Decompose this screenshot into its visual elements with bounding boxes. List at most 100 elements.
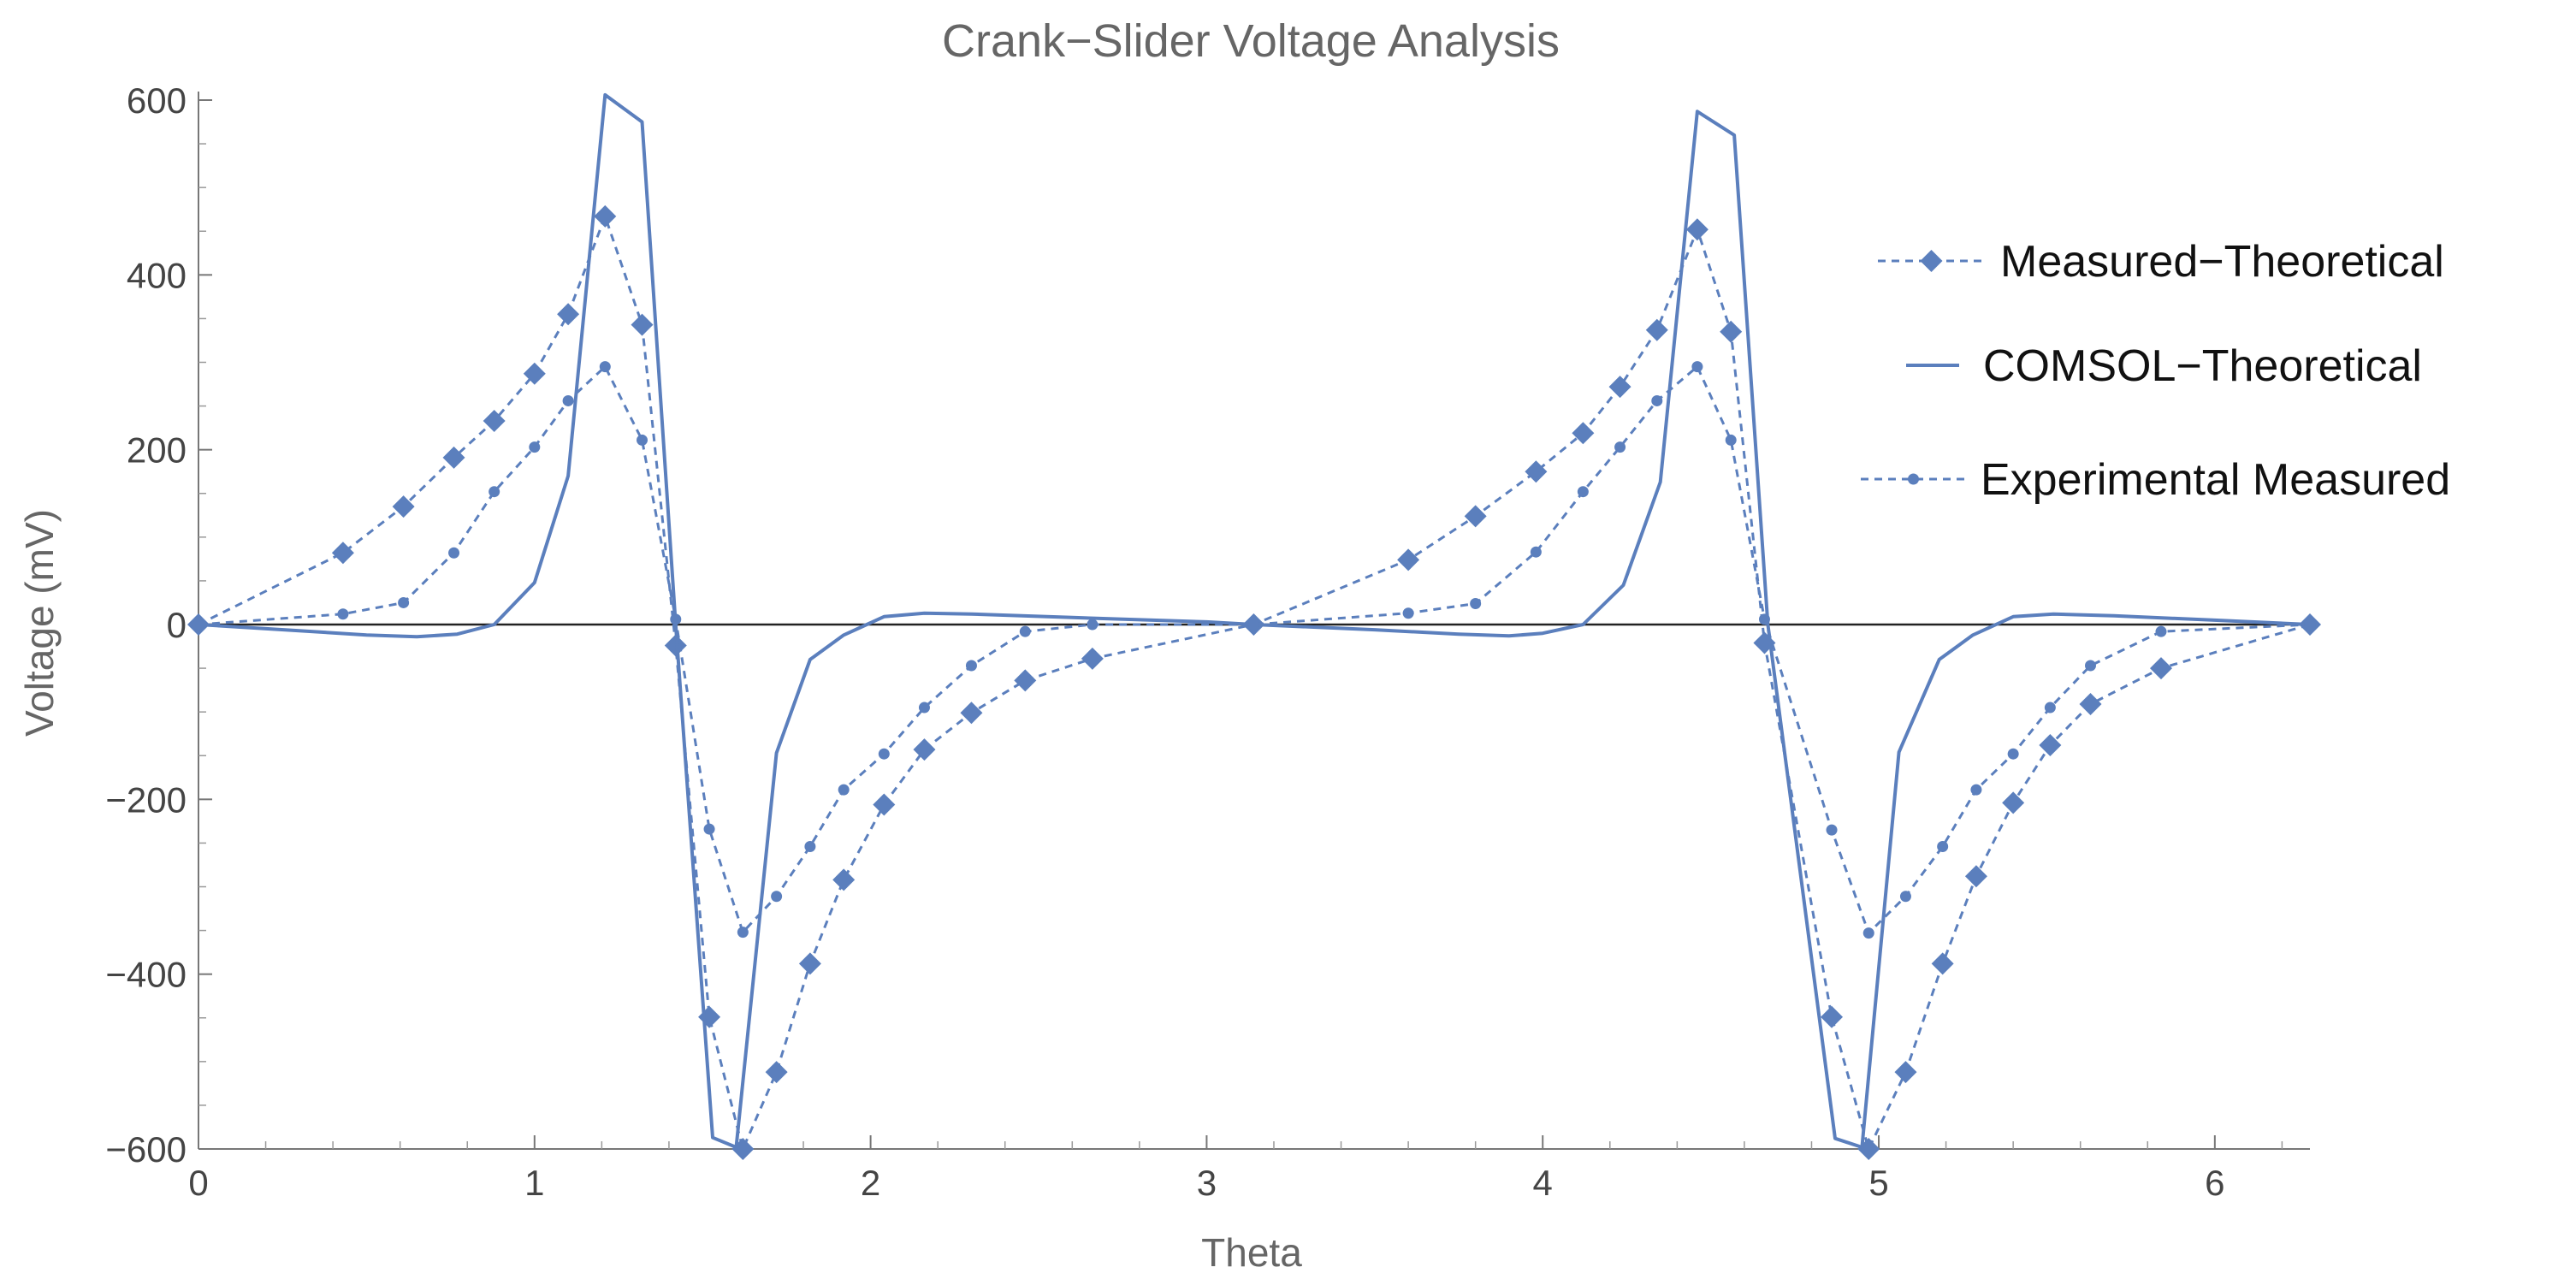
y-tick-label: −400	[105, 955, 187, 995]
data-point-diamond	[2002, 791, 2025, 814]
series-2	[192, 361, 2316, 939]
data-point-diamond	[2149, 657, 2172, 680]
data-point-dot	[398, 596, 410, 608]
data-point-dot	[1402, 607, 1414, 619]
data-point-dot	[1937, 841, 1949, 853]
legend-diamond-marker	[1920, 250, 1943, 272]
data-point-dot	[1019, 625, 1031, 637]
data-point-diamond	[442, 446, 465, 469]
chart-title: Crank−Slider Voltage Analysis	[942, 15, 1560, 67]
x-tick-label: 6	[2205, 1163, 2224, 1203]
legend: Measured−Theoretical COMSOL−Theoretical Ex…	[1861, 237, 2450, 505]
data-point-diamond	[594, 204, 617, 228]
axes: 0 1 2 3 4 5 6 −600 −400 −200 0 200 400 600	[105, 80, 2310, 1203]
data-point-dot	[878, 748, 890, 760]
data-point-dot	[562, 394, 574, 406]
data-point-diamond	[1931, 952, 1954, 975]
data-point-diamond	[2079, 692, 2102, 715]
data-point-diamond	[1720, 320, 1743, 343]
x-tick-label: 1	[524, 1163, 544, 1203]
data-point-dot	[1087, 619, 1099, 631]
series-line	[198, 92, 2311, 1149]
series-layer	[187, 92, 2321, 1160]
data-point-diamond	[1397, 548, 1420, 571]
data-point-dot	[1614, 441, 1626, 453]
data-point-dot	[2084, 660, 2096, 672]
x-axis-label: Theta	[1201, 1230, 1302, 1275]
data-point-dot	[1577, 486, 1589, 498]
data-point-diamond	[392, 495, 415, 518]
data-point-diamond	[1821, 1005, 1844, 1028]
series-line	[198, 215, 2311, 1151]
data-point-diamond	[483, 409, 506, 432]
data-point-dot	[637, 434, 648, 446]
series-0	[187, 204, 2321, 1160]
x-tick-label: 3	[1197, 1163, 1217, 1203]
legend-item-1: COMSOL−Theoretical	[1906, 341, 2422, 391]
data-point-dot	[804, 841, 816, 853]
y-tick-label: 200	[127, 430, 187, 471]
y-tick-label: 0	[167, 605, 187, 645]
data-point-dot	[337, 608, 349, 620]
data-point-diamond	[698, 1005, 721, 1028]
legend-dot-marker	[1908, 473, 1919, 485]
y-tick-label: 600	[127, 80, 187, 121]
data-point-dot	[1247, 619, 1259, 631]
data-point-diamond	[913, 738, 936, 761]
legend-label: COMSOL−Theoretical	[1983, 341, 2422, 391]
data-point-diamond	[1685, 218, 1708, 241]
legend-label: Experimental Measured	[1981, 455, 2450, 505]
data-point-diamond	[1964, 865, 1987, 888]
data-point-diamond	[331, 542, 354, 565]
y-tick-label: −200	[105, 779, 187, 820]
legend-label: Measured−Theoretical	[2000, 237, 2444, 287]
data-point-diamond	[557, 303, 580, 326]
data-point-dot	[1725, 434, 1737, 446]
data-point-dot	[965, 660, 977, 672]
data-point-diamond	[873, 793, 896, 816]
data-point-diamond	[765, 1061, 788, 1084]
data-point-dot	[489, 486, 500, 498]
data-point-diamond	[1894, 1061, 1917, 1084]
data-point-diamond	[1525, 460, 1548, 483]
data-point-dot	[1826, 824, 1838, 836]
data-point-diamond	[1608, 376, 1631, 399]
data-point-dot	[448, 547, 460, 559]
data-point-dot	[1899, 891, 1911, 903]
data-point-dot	[1651, 394, 1663, 406]
data-point-dot	[1530, 546, 1542, 558]
x-tick-label: 0	[188, 1163, 208, 1203]
data-point-dot	[838, 784, 850, 796]
data-point-dot	[670, 613, 682, 625]
data-point-dot	[1691, 361, 1703, 373]
data-point-dot	[2155, 625, 2167, 637]
y-tick-label: 400	[127, 255, 187, 295]
data-point-diamond	[1464, 505, 1487, 528]
series-1	[198, 92, 2311, 1149]
data-point-diamond	[1081, 647, 1104, 670]
y-axis-label: Voltage (mV)	[17, 509, 62, 737]
data-point-dot	[737, 927, 749, 939]
y-tick-label: −600	[105, 1129, 187, 1170]
data-point-dot	[918, 702, 930, 714]
data-point-dot	[2304, 619, 2316, 631]
data-point-diamond	[832, 868, 856, 891]
legend-item-2: Experimental Measured	[1861, 455, 2450, 505]
data-point-dot	[529, 441, 541, 453]
data-point-dot	[2007, 748, 2019, 760]
data-point-diamond	[631, 313, 654, 336]
data-point-diamond	[1572, 422, 1595, 445]
data-point-dot	[1470, 597, 1482, 609]
data-point-dot	[1758, 613, 1770, 625]
data-point-diamond	[960, 702, 983, 725]
data-point-dot	[2044, 702, 2056, 714]
data-point-dot	[1970, 784, 1982, 796]
data-point-diamond	[2039, 733, 2062, 756]
x-tick-label: 5	[1868, 1163, 1888, 1203]
data-point-diamond	[1645, 318, 1668, 341]
data-point-diamond	[523, 362, 546, 385]
data-point-dot	[1862, 927, 1874, 939]
data-point-dot	[599, 361, 611, 373]
series-line	[198, 365, 2311, 935]
